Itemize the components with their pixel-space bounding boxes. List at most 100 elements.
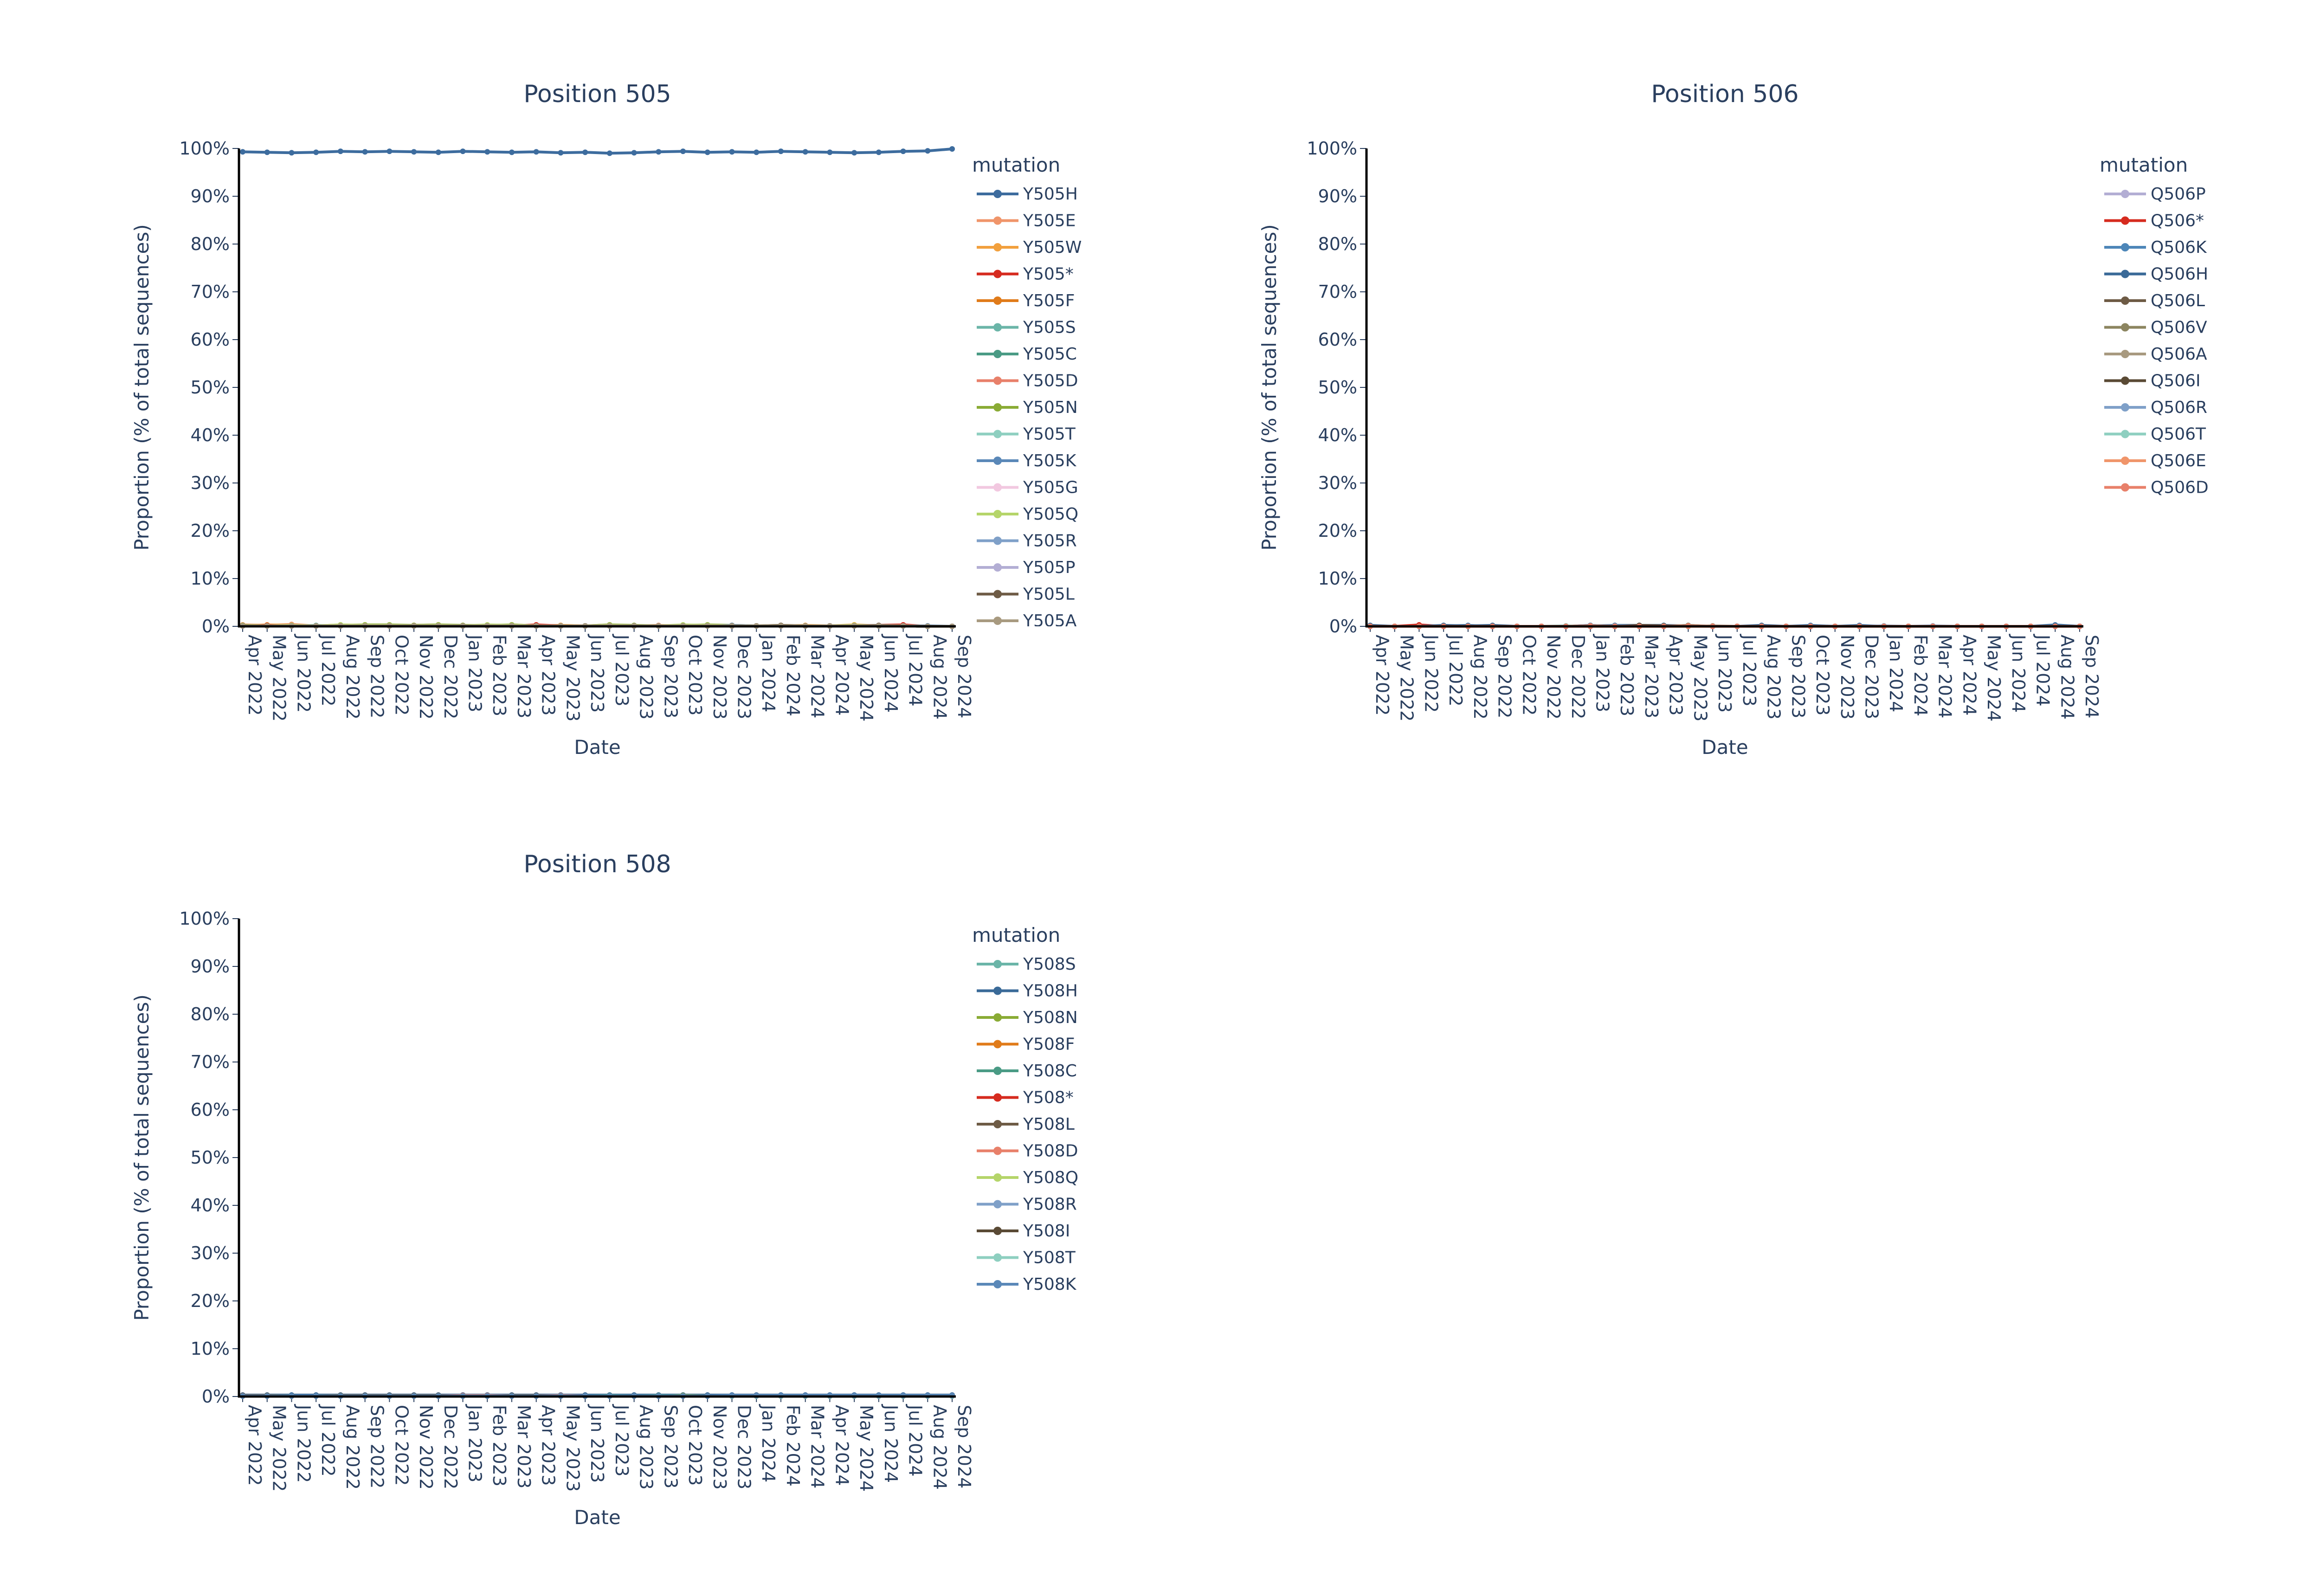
legend-item[interactable]: Y505E (977, 212, 1076, 231)
legend-item[interactable]: Y508L (977, 1115, 1075, 1134)
legend-item[interactable]: Y505A (977, 611, 1077, 631)
x-tick-label: Aug 2023 (636, 635, 657, 720)
legend-item[interactable]: Y508D (977, 1142, 1078, 1161)
legend-item[interactable]: Q506K (2104, 238, 2207, 257)
legend-item[interactable]: Y508I (977, 1222, 1070, 1241)
legend-item[interactable]: Y505S (977, 318, 1076, 337)
legend-item[interactable]: Q506H (2104, 265, 2208, 284)
x-tick-label: Dec 2022 (440, 635, 461, 719)
x-tick-label: Oct 2022 (391, 1405, 412, 1486)
legend-item[interactable]: Y505T (977, 425, 1076, 444)
x-tick-label: Dec 2023 (734, 635, 754, 719)
x-tick-label: Aug 2023 (636, 1405, 657, 1490)
data-point (460, 148, 466, 154)
legend-item[interactable]: Y505H (977, 185, 1078, 204)
data-point (925, 148, 931, 154)
legend-item[interactable]: Y505P (977, 558, 1075, 577)
legend-swatch-marker (993, 1200, 1002, 1209)
x-tick-label: Jun 2022 (293, 1404, 314, 1483)
legend-swatch-marker (993, 1040, 1002, 1049)
legend-item[interactable]: Y508* (977, 1088, 1074, 1107)
legend[interactable]: mutation Y505H Y505E Y505W Y505* Y505F Y505S Y5… (972, 154, 1082, 631)
x-tick-label: Aug 2022 (1470, 635, 1490, 720)
y-axis-label: Proportion (% of total sequences) (130, 224, 153, 551)
x-tick-label: Feb 2023 (489, 635, 509, 716)
legend-swatch-marker (993, 376, 1002, 385)
x-tick-label: Mar 2024 (807, 635, 828, 718)
legend-label: Y508Q (1023, 1168, 1078, 1187)
legend-item[interactable]: Q506V (2104, 318, 2207, 337)
chart-title: Position 506 (1651, 80, 1798, 108)
legend-item[interactable]: Q506L (2104, 291, 2205, 310)
legend-item[interactable]: Y505D (977, 372, 1078, 391)
x-tick-label: Jul 2023 (1739, 634, 1759, 707)
legend-swatch-marker (993, 563, 1002, 572)
y-tick-label: 10% (191, 568, 230, 589)
legend-item[interactable]: Q506R (2104, 398, 2207, 417)
data-point (778, 148, 784, 154)
legend-item[interactable]: Y508H (977, 982, 1078, 1001)
chart-svg: Position 506 0% 10% 20% 30% 40% 50% 60% 70% 80% 90… (1258, 80, 2209, 759)
legend[interactable]: mutation Y508S Y508H Y508N Y508F Y508C Y508* Y5… (972, 924, 1078, 1294)
legend-label: Y508R (1023, 1195, 1077, 1214)
legend-item[interactable]: Q506I (2104, 372, 2201, 391)
legend-swatch-marker (2121, 216, 2129, 225)
y-tick-label: 20% (191, 1291, 230, 1311)
legend-item[interactable]: Y508S (977, 955, 1076, 974)
legend-swatch-marker (2121, 403, 2129, 412)
x-tick-label: Oct 2023 (685, 1405, 705, 1486)
data-point (289, 150, 295, 156)
x-tick-label: Apr 2024 (831, 635, 852, 716)
legend-item[interactable]: Q506* (2104, 212, 2204, 231)
legend-item[interactable]: Y508R (977, 1195, 1077, 1214)
x-tick-label: Jun 2024 (881, 1404, 901, 1483)
y-tick-label: 90% (1318, 186, 1357, 206)
x-tick-label: May 2024 (856, 635, 876, 721)
legend-item[interactable]: Q506E (2104, 451, 2206, 470)
legend-item[interactable]: Y508Q (977, 1168, 1078, 1187)
legend-item[interactable]: Q506T (2104, 425, 2206, 444)
y-tick-label: 80% (1318, 234, 1357, 254)
legend-item[interactable]: Y505K (977, 451, 1077, 470)
legend-swatch-marker (993, 986, 1002, 995)
legend-item[interactable]: Y505G (977, 478, 1078, 497)
legend-label: Q506H (2151, 265, 2208, 284)
legend-item[interactable]: Q506P (2104, 185, 2206, 204)
x-tick-label: Oct 2022 (1519, 635, 1539, 716)
legend-swatch-marker (993, 457, 1002, 465)
legend-item[interactable]: Y508N (977, 1008, 1078, 1027)
data-point (729, 149, 735, 155)
legend-item[interactable]: Y508T (977, 1248, 1076, 1268)
y-tick-label: 30% (1318, 473, 1357, 493)
legend-swatch-marker (993, 216, 1002, 225)
legend-item[interactable]: Y505* (977, 265, 1074, 284)
legend-item[interactable]: Y508F (977, 1035, 1075, 1054)
legend-item[interactable]: Y505L (977, 585, 1075, 604)
x-tick-label: Jan 2024 (1886, 634, 1906, 712)
legend-item[interactable]: Y505Q (977, 505, 1078, 524)
legend-item[interactable]: Q506D (2104, 478, 2209, 497)
legend-item[interactable]: Y508C (977, 1062, 1077, 1081)
x-tick-label: Jul 2022 (318, 634, 338, 707)
x-tick-label: Feb 2023 (489, 1405, 509, 1487)
legend-item[interactable]: Y505C (977, 345, 1077, 364)
x-tick-label: Dec 2022 (440, 1405, 461, 1489)
legend-item[interactable]: Y505W (977, 238, 1082, 257)
legend-item[interactable]: Y508K (977, 1275, 1077, 1294)
legend-item[interactable]: Y505N (977, 398, 1078, 417)
legend-label: Q506I (2151, 372, 2201, 391)
legend-swatch-marker (2121, 270, 2129, 278)
legend-item[interactable]: Y505F (977, 291, 1075, 310)
x-tick-label: Oct 2023 (1812, 635, 1833, 716)
y-tick-label: 60% (1318, 329, 1357, 350)
x-tick-label: Jun 2023 (587, 634, 607, 713)
legend[interactable]: mutation Q506P Q506* Q506K Q506H Q506L Q506V Q5… (2100, 154, 2209, 497)
y-tick-label: 40% (191, 1195, 230, 1216)
legend-label: Y505Q (1023, 505, 1078, 524)
x-axis-label: Date (574, 1506, 620, 1529)
legend-item[interactable]: Q506A (2104, 345, 2207, 364)
x-tick-label: Apr 2023 (538, 635, 559, 716)
legend-label: Q506A (2151, 345, 2207, 364)
legend-swatch-marker (993, 1280, 1002, 1288)
legend-item[interactable]: Y505R (977, 532, 1077, 551)
